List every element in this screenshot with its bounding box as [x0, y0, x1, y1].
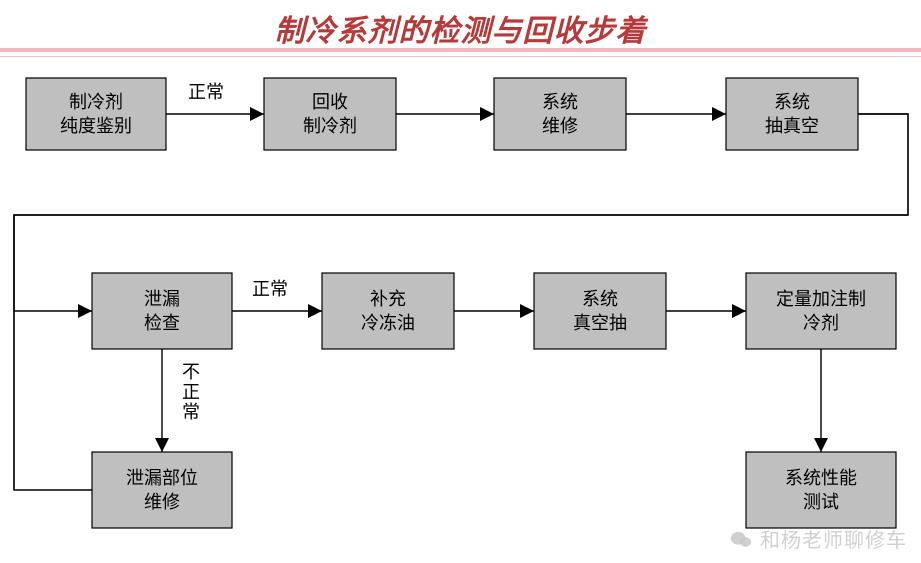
node-text: 真空抽 — [573, 313, 627, 333]
edge-label: 不 — [182, 362, 200, 382]
node-text: 纯度鉴别 — [60, 116, 132, 136]
flow-node-n1: 制冷剂纯度鉴别 — [26, 78, 166, 150]
flow-node-n4: 系统抽真空 — [726, 78, 858, 150]
node-text: 泄漏 — [144, 289, 180, 309]
wechat-icon — [730, 530, 752, 548]
node-text: 抽真空 — [765, 116, 819, 136]
node-text: 制冷剂 — [303, 116, 357, 136]
node-text: 系统 — [542, 92, 578, 112]
watermark-text: 和杨老师聊修车 — [760, 524, 907, 553]
flowchart-canvas: 正常正常不正常制冷剂纯度鉴别回收制冷剂系统维修系统抽真空泄漏检查补充冷冻油系统真… — [0, 0, 921, 563]
node-text: 泄漏部位 — [126, 468, 198, 488]
edge-label: 正常 — [252, 279, 288, 299]
node-text: 维修 — [144, 492, 180, 512]
node-text: 系统性能 — [785, 468, 857, 488]
node-text: 补充 — [370, 289, 406, 309]
flow-node-n5: 泄漏检查 — [92, 273, 232, 349]
watermark: 和杨老师聊修车 — [730, 524, 907, 553]
flow-node-n8: 定量加注制冷剂 — [746, 273, 896, 349]
node-text: 检查 — [144, 313, 180, 333]
node-text: 测试 — [803, 492, 839, 512]
edge-label: 正常 — [188, 82, 224, 102]
node-text: 定量加注制 — [776, 289, 866, 309]
flow-node-n9: 泄漏部位维修 — [92, 452, 232, 528]
node-text: 系统 — [774, 92, 810, 112]
node-text: 系统 — [582, 289, 618, 309]
flow-node-n10: 系统性能测试 — [746, 452, 896, 528]
node-text: 回收 — [312, 92, 348, 112]
flow-node-n3: 系统维修 — [494, 78, 626, 150]
edge-label: 常 — [182, 402, 200, 422]
edge-label: 正 — [182, 382, 200, 402]
node-text: 维修 — [542, 116, 578, 136]
node-text: 制冷剂 — [69, 92, 123, 112]
flow-node-n2: 回收制冷剂 — [264, 78, 396, 150]
flow-node-n7: 系统真空抽 — [534, 273, 666, 349]
node-text: 冷冻油 — [361, 313, 415, 333]
node-text: 冷剂 — [803, 313, 839, 333]
flow-node-n6: 补充冷冻油 — [322, 273, 454, 349]
